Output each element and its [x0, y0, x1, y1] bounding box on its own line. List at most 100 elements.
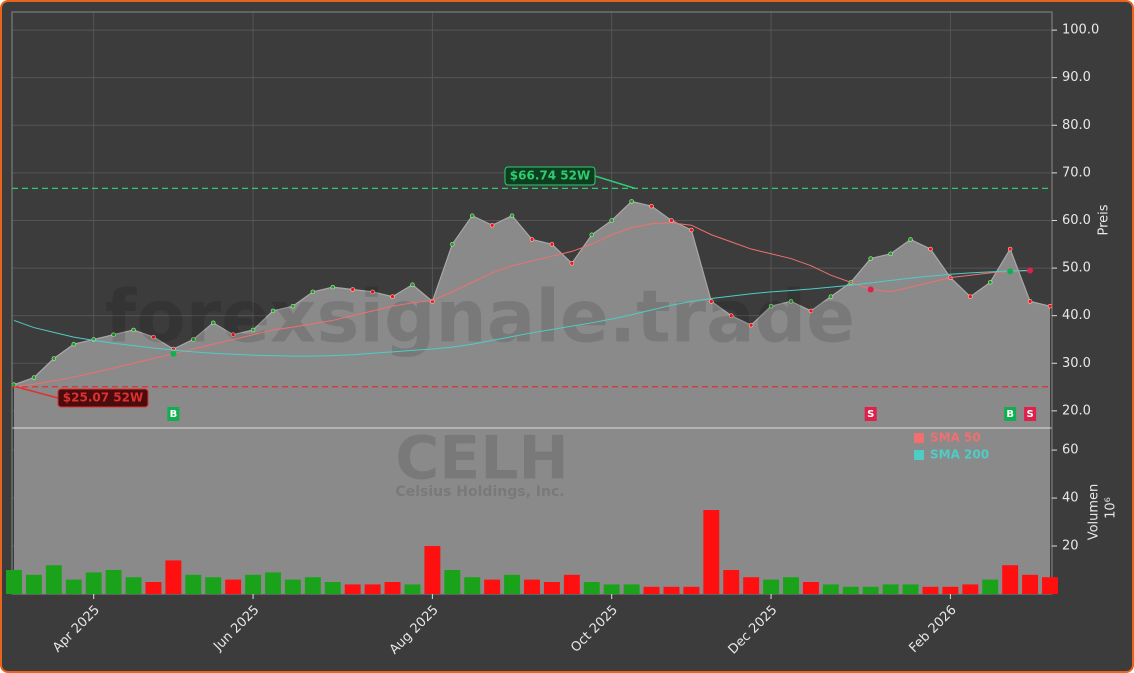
signal-dot [1027, 267, 1034, 274]
price-point [768, 303, 774, 309]
volume-bar [563, 574, 580, 594]
x-tick-label: Jun 2025 [210, 603, 262, 655]
signal-label: S [1026, 409, 1033, 420]
watermark: forexsignale.trade [105, 275, 855, 359]
price-point [888, 251, 893, 257]
signal-label: B [170, 409, 178, 420]
price-point [509, 213, 515, 218]
volume-bar [763, 579, 780, 594]
y2-tick-label: 40 [1062, 491, 1079, 506]
volume-bar [245, 574, 262, 594]
volume-bar [643, 586, 660, 594]
volume-bar [1022, 574, 1039, 594]
x-tick-label: Oct 2025 [568, 603, 621, 656]
price-area [14, 201, 1050, 594]
price-point [131, 327, 136, 333]
price-point [390, 294, 395, 299]
price-point [868, 256, 873, 261]
price-point [549, 242, 555, 247]
price-point [748, 322, 754, 328]
volume-bar [504, 574, 521, 594]
y2-axis-label: Volumen [1087, 484, 1102, 541]
price-point [290, 303, 296, 309]
volume-bar [404, 584, 421, 594]
volume-bar [85, 572, 102, 594]
x-tick-label: Dec 2025 [726, 603, 781, 658]
y2-tick-label: 60 [1062, 443, 1079, 458]
price-point [1047, 303, 1053, 309]
volume-bar [185, 574, 202, 594]
legend-swatch [914, 450, 924, 460]
price-point [111, 332, 116, 337]
price-point [210, 320, 216, 326]
price-point [808, 308, 814, 314]
signal-badge [1024, 407, 1037, 421]
volume-bar [583, 582, 600, 594]
y2-axis-unit: 10⁶ [1104, 497, 1119, 519]
y-tick-label: 50.0 [1062, 261, 1091, 276]
volume-bar [444, 570, 461, 594]
y-tick-label: 70.0 [1062, 165, 1091, 180]
price-point [469, 213, 475, 218]
price-point [569, 261, 575, 266]
volume-bar [324, 582, 341, 594]
price-point [529, 237, 535, 242]
volume-bar [743, 577, 760, 594]
price-point [31, 375, 37, 380]
price-point [828, 294, 834, 299]
volume-bar [802, 582, 819, 594]
volume-bar [723, 570, 740, 594]
annotation-label: $25.07 52W [63, 391, 143, 405]
signal-badge [1004, 407, 1017, 421]
volume-bar [6, 570, 22, 594]
price-point [788, 299, 794, 304]
price-point [330, 284, 336, 290]
price-point [350, 287, 355, 292]
volume-bar [902, 584, 919, 594]
price-point [450, 242, 455, 247]
volume-bar [284, 579, 301, 594]
signal-label: S [867, 409, 874, 420]
legend-label: SMA 50 [930, 431, 981, 445]
price-point [629, 199, 634, 204]
y-tick-label: 40.0 [1062, 308, 1091, 323]
signal-badge [167, 407, 180, 421]
price-point [230, 332, 236, 337]
price-point [410, 282, 415, 287]
volume-bar [344, 584, 361, 594]
y-tick-label: 90.0 [1062, 70, 1091, 85]
x-tick-label: Apr 2025 [50, 603, 103, 656]
signal-dot [170, 350, 177, 357]
volume-bar [603, 584, 620, 594]
annotation-arrow [15, 386, 59, 399]
price-point [968, 294, 973, 299]
price-point [11, 382, 17, 387]
volume-bar [125, 577, 142, 594]
y-tick-label: 30.0 [1062, 356, 1091, 371]
volume-bar [45, 565, 62, 594]
legend-swatch [914, 433, 924, 443]
annotation-box [504, 166, 596, 186]
volume-bar [225, 579, 242, 594]
price-point [609, 218, 614, 223]
volume-bar [484, 579, 501, 594]
annotation-arrow [594, 175, 636, 190]
y-axis-label: Preis [1097, 204, 1112, 235]
price-point [489, 222, 495, 228]
volume-bar [922, 586, 939, 594]
y-tick-label: 80.0 [1062, 118, 1091, 133]
price-point [250, 327, 256, 333]
signal-label: B [1006, 409, 1014, 420]
volume-bar [265, 572, 281, 594]
price-point [728, 313, 734, 318]
volume-bar [783, 577, 799, 594]
volume-bar [663, 586, 680, 594]
volume-bar [703, 510, 720, 594]
price-point [589, 232, 595, 238]
volume-bar [364, 584, 381, 594]
volume-bar [424, 546, 441, 594]
x-tick-label: Aug 2025 [387, 603, 442, 658]
x-tick-label: Feb 2026 [906, 603, 959, 656]
